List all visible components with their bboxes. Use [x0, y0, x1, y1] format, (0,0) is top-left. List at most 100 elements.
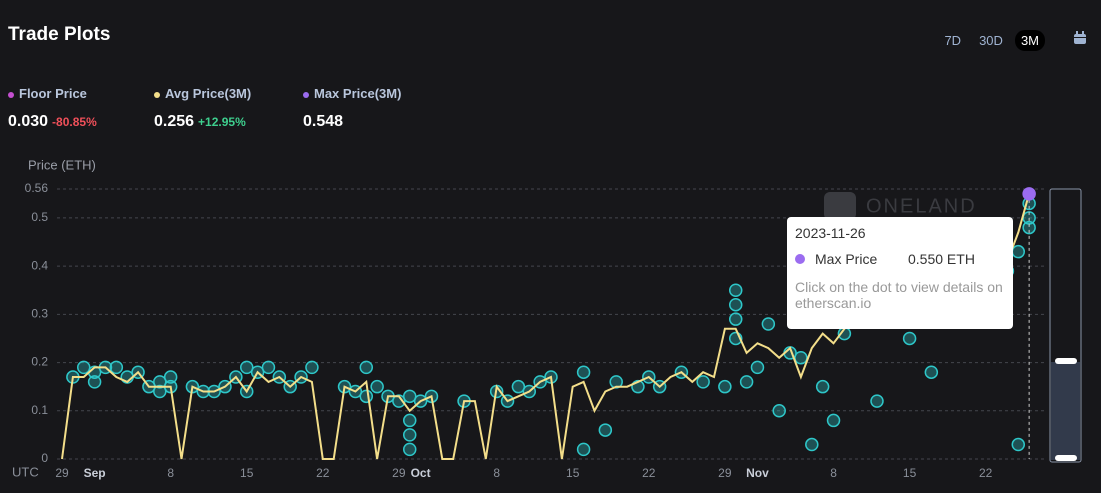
trade-dot [381, 389, 395, 404]
trade-dot [359, 389, 374, 404]
trade-dot [805, 437, 819, 452]
trade-dot [87, 365, 102, 379]
trade-dot [294, 370, 308, 384]
trade-dot [348, 384, 363, 399]
trade-dot [239, 384, 254, 399]
trade-dot [66, 370, 80, 384]
range-tabs: 7D 30D 3M [938, 30, 1045, 51]
range-3m[interactable]: 3M [1014, 30, 1045, 51]
trade-dot [98, 360, 113, 375]
trade-dot [250, 365, 265, 379]
trade-dot [109, 360, 124, 375]
trade-dot [402, 428, 417, 442]
trade-dot [1022, 211, 1036, 225]
trade-dot [229, 370, 243, 384]
trade-dot [1011, 437, 1026, 452]
range-30d[interactable]: 30D [979, 33, 1003, 48]
trade-dot [544, 370, 558, 384]
trade-dot [576, 365, 591, 379]
x-tick-label: 8 [493, 466, 500, 480]
stat-change: +12.95% [198, 115, 246, 129]
trade-dot [207, 384, 221, 399]
trade-dot [598, 423, 613, 437]
trade-dot [153, 384, 167, 399]
trade-dot [185, 379, 200, 394]
trade-dot [696, 375, 710, 389]
y-tick-label: 0.3 [31, 307, 48, 321]
x-tick-label: 15 [566, 466, 580, 480]
x-tick-label: 15 [240, 466, 254, 480]
y-tick-label: 0 [41, 451, 48, 465]
slider-handle[interactable] [1055, 358, 1077, 364]
trade-dot [739, 375, 754, 389]
calendar-icon[interactable] [1073, 31, 1087, 45]
y-tick-label: 0.1 [31, 403, 48, 417]
y-tick-label: 0.56 [25, 181, 49, 195]
trade-dot [652, 379, 667, 394]
trade-dot [120, 370, 134, 384]
trade-dot [674, 365, 689, 379]
title: Trade Plots [8, 24, 111, 45]
max-price-dot [1022, 187, 1036, 201]
stat-name: Max Price(3M) [314, 86, 402, 101]
trade-dot [402, 413, 417, 428]
y-tick-label: 0.5 [31, 210, 48, 224]
trade-dot [163, 370, 178, 384]
range-slider[interactable] [1049, 188, 1082, 463]
trade-dot [772, 404, 786, 418]
trade-dot [489, 384, 504, 399]
y-tick-label: 0.4 [31, 258, 48, 272]
x-tick-label: 8 [167, 466, 174, 480]
x-tick-label: Oct [411, 466, 431, 480]
trade-dot [413, 394, 428, 408]
trade-dot [402, 442, 417, 457]
trade-dot [272, 370, 287, 384]
trade-dot [631, 379, 645, 394]
trade-dot [1022, 196, 1036, 211]
trade-dot [283, 379, 297, 394]
stat-value: 0.030 [8, 113, 49, 130]
trade-dot [142, 379, 156, 394]
stat-change: -80.85% [52, 115, 97, 129]
trade-dot [837, 326, 852, 341]
trade-dot [76, 360, 91, 375]
x-tick-label: 29 [718, 466, 732, 480]
trade-dot [794, 351, 808, 365]
trade-dot [924, 365, 939, 379]
tooltip: 2023-11-26 Max Price 0.550 ETH Click on t… [787, 217, 1013, 329]
trade-dot [783, 346, 797, 360]
tooltip-name: Max Price [815, 251, 878, 267]
stat-name: Avg Price(3M) [165, 86, 252, 101]
timezone-label: UTC [12, 464, 39, 479]
trade-dot [728, 297, 743, 312]
trade-dot [642, 370, 656, 384]
trade-dot [402, 389, 417, 404]
stat-value: 0.548 [303, 113, 344, 130]
trade-dot [1022, 220, 1036, 235]
stat-value: 0.256 [154, 113, 195, 130]
slider-handle[interactable] [1055, 455, 1077, 461]
range-7d[interactable]: 7D [944, 33, 962, 48]
stat-max: Max Price(3M) 0.548 [303, 86, 401, 131]
trade-dot [359, 360, 374, 375]
trade-dot [370, 379, 384, 394]
trade-dot [87, 375, 102, 389]
trade-dot [153, 375, 167, 389]
trade-dot [815, 379, 830, 394]
trade-dot [239, 360, 254, 375]
trade-dot [511, 379, 526, 394]
trade-dot [761, 317, 776, 331]
x-tick-label: Nov [746, 466, 769, 480]
tooltip-note: Click on the dot to view details on ethe… [795, 279, 1003, 311]
watermark: ONELAND [866, 195, 977, 217]
stat-floor: Floor Price 0.030 -80.85% [8, 86, 97, 131]
trade-dot [500, 394, 515, 408]
trade-dot [902, 331, 917, 346]
x-tick-label: 22 [642, 466, 656, 480]
x-tick-label: Sep [84, 466, 106, 480]
trade-dot [305, 360, 319, 375]
trade-dot [424, 389, 439, 404]
slider-selection [1051, 190, 1080, 460]
trade-dot [261, 360, 276, 375]
trade-dot [196, 384, 211, 399]
